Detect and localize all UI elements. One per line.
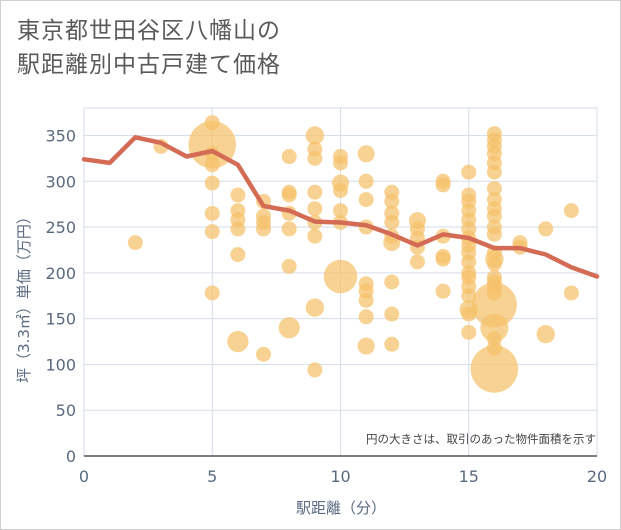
y-tick-label: 350: [45, 126, 76, 145]
bubble-point: [435, 177, 451, 193]
bubble-point: [480, 313, 509, 342]
bubble-point: [470, 345, 519, 393]
bubble-point: [358, 309, 374, 325]
bubble-point: [384, 193, 400, 209]
bubble-point: [536, 325, 555, 344]
bubble-point: [358, 292, 374, 308]
bubble-point: [461, 306, 477, 322]
bubble-point: [307, 201, 323, 217]
bubble-point: [256, 221, 272, 237]
average-line-series: [81, 135, 600, 279]
bubble-point: [227, 330, 249, 353]
bubble-point: [204, 115, 220, 131]
bubble-point: [384, 214, 400, 230]
y-tick-label: 0: [66, 447, 76, 466]
bubble-point: [461, 288, 477, 304]
y-tick-label: 100: [45, 355, 76, 374]
size-annotation: 円の大きさは、取引のあった物件面積を示す: [366, 432, 596, 446]
bubble-point: [204, 205, 220, 221]
bubble-point: [230, 221, 246, 237]
y-tick-label: 200: [45, 264, 76, 283]
bubble-point: [281, 258, 297, 274]
bubble-point: [461, 164, 477, 180]
bubble-point: [461, 324, 477, 340]
bubble-point: [409, 254, 425, 270]
bubble-point: [333, 155, 348, 171]
bubble-point: [305, 126, 325, 145]
bubble-point: [307, 228, 323, 244]
bubble-point: [307, 150, 323, 166]
bubble-point: [384, 274, 400, 290]
bubble-point: [230, 187, 246, 203]
bubble-point: [358, 173, 374, 189]
bubble-point: [256, 346, 272, 362]
y-axis-label: 坪（3.3㎡）単価（万円）: [15, 209, 33, 383]
bubble-point: [307, 362, 323, 378]
bubble-point: [486, 208, 502, 224]
y-tick-label: 150: [45, 310, 76, 329]
bubble-point: [305, 298, 325, 317]
bubble-point: [333, 182, 348, 198]
bubble-point: [204, 157, 220, 173]
bubble-point: [357, 145, 375, 163]
bubble-point: [486, 340, 502, 356]
bubble-point: [281, 221, 297, 237]
average-price-line: [81, 135, 600, 279]
y-tick-label: 300: [45, 172, 76, 191]
bubble-series: [127, 115, 579, 393]
bubble-point: [204, 285, 220, 301]
bubble-point: [486, 164, 502, 180]
title-line-2: 駅距離別中古戸建て価格: [17, 52, 281, 78]
bubble-point: [471, 282, 517, 328]
x-tick-label: 0: [79, 467, 89, 486]
bubble-point: [486, 256, 502, 272]
bubble-point: [486, 285, 502, 301]
x-tick-label: 10: [330, 467, 350, 486]
bubble-point: [486, 226, 502, 242]
bubble-point: [278, 317, 300, 339]
bubble-point: [333, 203, 348, 219]
y-tick-label: 250: [45, 218, 76, 237]
x-tick-label: 15: [459, 467, 479, 486]
bubble-point: [230, 247, 246, 263]
bubble-point: [563, 203, 579, 219]
title-line-1: 東京都世田谷区八幡山の: [17, 18, 281, 44]
x-tick-label: 20: [587, 467, 607, 486]
bubble-point: [204, 175, 220, 191]
bubble-point: [435, 283, 451, 299]
bubble-point: [204, 224, 220, 240]
bubble-point: [281, 149, 297, 165]
bubble-point: [384, 336, 400, 352]
bubble-point: [384, 306, 400, 322]
bubble-point: [281, 187, 297, 203]
y-tick-label: 50: [56, 401, 76, 420]
bubble-point: [538, 221, 554, 237]
bubble-point: [358, 192, 374, 208]
bubble-point: [435, 251, 451, 267]
x-tick-label: 5: [207, 467, 217, 486]
bubble-point: [127, 235, 143, 251]
chart-title: 東京都世田谷区八幡山の 駅距離別中古戸建て価格: [17, 14, 281, 82]
bubble-point: [461, 254, 477, 270]
x-axis-label: 駅距離（分）: [296, 499, 386, 517]
bubble-point: [357, 337, 375, 355]
bubble-point: [563, 285, 579, 301]
bubble-point: [323, 259, 358, 294]
bubble-point: [307, 184, 323, 200]
bubble-point: [486, 181, 502, 197]
